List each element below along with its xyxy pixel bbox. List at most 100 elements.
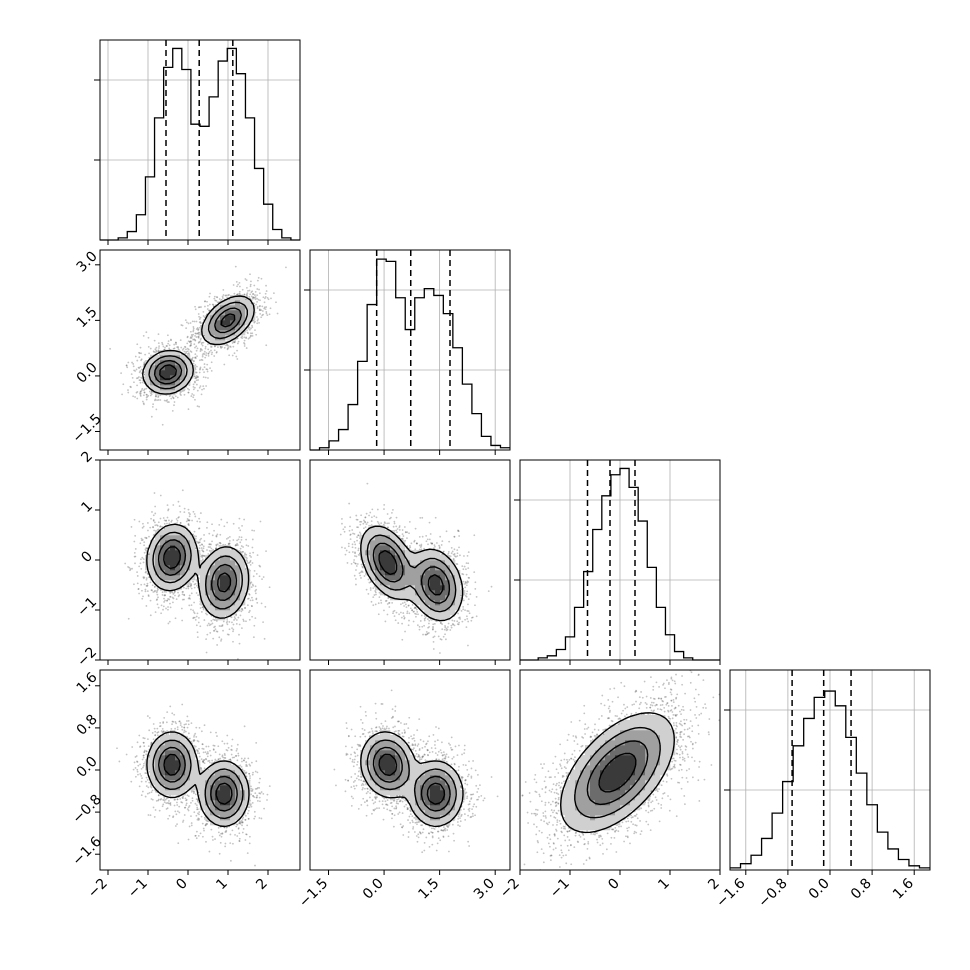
scatter-point	[216, 543, 219, 546]
scatter-point	[156, 399, 158, 402]
scatter-point	[207, 352, 210, 355]
scatter-point	[276, 312, 279, 315]
scatter-point	[133, 583, 135, 586]
scatter-point	[143, 544, 146, 547]
scatter-point	[163, 597, 165, 600]
scatter-point	[196, 347, 199, 350]
scatter-point	[212, 629, 215, 632]
scatter-point	[244, 606, 247, 609]
scatter-point	[245, 538, 248, 541]
density-cell	[155, 360, 161, 366]
scatter-point	[199, 359, 201, 362]
scatter-point	[219, 533, 222, 536]
scatter-point	[198, 333, 201, 336]
scatter-point	[168, 620, 171, 623]
scatter-point	[161, 343, 164, 346]
scatter-point	[157, 528, 160, 531]
scatter-point	[167, 508, 170, 511]
scatter-point	[154, 505, 157, 508]
scatter-point	[166, 599, 168, 602]
scatter-point	[136, 359, 139, 362]
scatter-point	[172, 601, 174, 604]
scatter-point	[258, 305, 261, 308]
scatter-point	[198, 527, 201, 530]
scatter-point	[242, 618, 245, 621]
scatter-point	[256, 316, 258, 318]
scatter-point	[234, 544, 237, 547]
scatter-point	[207, 352, 210, 355]
scatter-point	[145, 393, 148, 396]
scatter-point	[162, 517, 165, 519]
scatter-point	[195, 383, 198, 386]
scatter-point	[248, 295, 251, 298]
scatter-point	[261, 578, 263, 581]
scatter-point	[183, 598, 185, 601]
scatter-point	[190, 342, 193, 345]
scatter-point	[215, 350, 218, 353]
scatter-point	[143, 551, 146, 554]
scatter-point	[145, 331, 148, 334]
scatter-point	[253, 297, 256, 299]
scatter-point	[260, 277, 263, 280]
scatter-point	[183, 511, 186, 514]
scatter-point	[248, 328, 251, 331]
density-cell	[220, 300, 226, 306]
density-cell	[250, 310, 256, 316]
scatter-point	[166, 504, 169, 507]
histogram-panel-1	[304, 249, 511, 455]
scatter-point	[213, 626, 215, 629]
scatter-point	[195, 535, 198, 538]
scatter-point	[191, 356, 194, 359]
scatter-point	[233, 341, 236, 344]
scatter-point	[194, 375, 196, 378]
scatter-point	[161, 591, 164, 594]
scatter-point	[120, 372, 123, 375]
scatter-point	[200, 337, 202, 340]
scatter-point	[125, 364, 128, 367]
scatter-point	[181, 598, 184, 601]
scatter-point	[203, 387, 205, 390]
scatter-point	[151, 511, 153, 513]
scatter-point	[240, 536, 243, 539]
scatter-point	[171, 409, 174, 412]
scatter-point	[140, 389, 143, 391]
scatter-point	[195, 345, 198, 348]
density-cell	[145, 365, 151, 371]
density-cell	[240, 325, 246, 331]
scatter-point	[157, 350, 160, 353]
scatter-point	[202, 315, 205, 317]
density-cell	[155, 370, 161, 376]
scatter-point	[158, 345, 160, 348]
scatter-point	[167, 608, 169, 611]
scatter-point	[150, 589, 153, 592]
scatter-point	[142, 365, 145, 368]
scatter-point	[200, 343, 203, 345]
scatter-point	[194, 346, 196, 349]
scatter-point	[130, 526, 133, 528]
density-cell	[150, 365, 156, 371]
scatter-point	[127, 566, 129, 568]
scatter-point	[197, 594, 199, 597]
scatter-point	[194, 339, 197, 342]
scatter-point	[248, 611, 250, 614]
scatter-point	[262, 576, 265, 578]
scatter-point	[255, 303, 258, 306]
scatter-point	[184, 319, 187, 321]
scatter-point	[157, 399, 160, 401]
scatter-point	[244, 556, 247, 559]
density-cell	[230, 335, 236, 341]
scatter-point	[250, 586, 253, 589]
scatter-point	[208, 309, 211, 312]
scatter-point	[203, 555, 206, 557]
density-cell	[240, 295, 246, 301]
scatter-point	[190, 337, 193, 339]
scatter-point	[191, 320, 194, 323]
scatter-point	[138, 392, 141, 395]
scatter-point	[199, 368, 201, 371]
scatter-point	[193, 616, 196, 619]
scatter-point	[174, 395, 177, 398]
scatter-point	[185, 321, 188, 324]
density-cell	[235, 295, 241, 301]
scatter-point	[136, 343, 139, 346]
scatter-point	[247, 337, 250, 340]
